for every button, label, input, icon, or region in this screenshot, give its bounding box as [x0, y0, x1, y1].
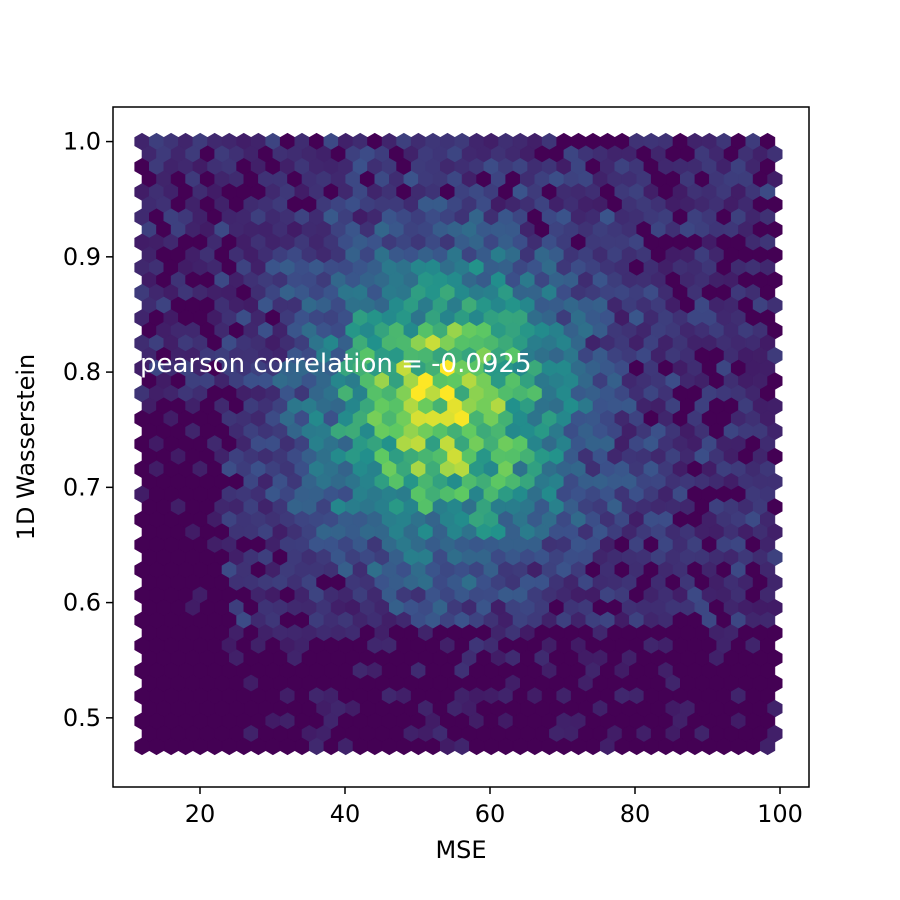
hexbin-cells [134, 132, 783, 756]
x-axis-label: MSE [435, 836, 486, 864]
x-tick-label: 40 [330, 800, 361, 828]
x-axis: 20 40 60 80 100 [185, 787, 803, 828]
correlation-annotation: pearson correlation = -0.0925 [140, 349, 532, 379]
y-axis-label: 1D Wasserstein [12, 354, 40, 540]
y-tick-label: 0.8 [63, 358, 101, 386]
x-tick-label: 100 [757, 800, 803, 828]
y-tick-label: 0.5 [63, 704, 101, 732]
y-tick-label: 0.7 [63, 473, 101, 501]
x-tick-label: 60 [475, 800, 506, 828]
y-tick-label: 1.0 [63, 128, 101, 156]
x-tick-label: 20 [185, 800, 216, 828]
y-tick-label: 0.6 [63, 589, 101, 617]
plot-frame [112, 106, 810, 788]
y-axis: 0.5 0.6 0.7 0.8 0.9 1.0 [63, 128, 113, 732]
x-tick-label: 80 [620, 800, 651, 828]
y-tick-label: 0.9 [63, 243, 101, 271]
hexbin-cell [759, 737, 776, 756]
